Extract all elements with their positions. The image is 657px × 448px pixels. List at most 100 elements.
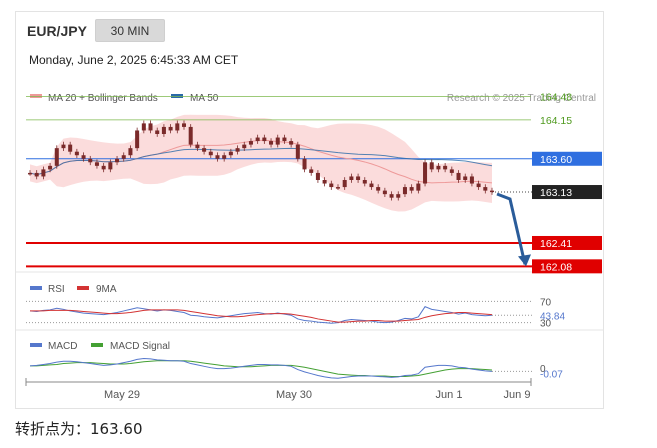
support-label: 162.41 [540,238,572,250]
candle-body [27,172,33,175]
candle-body [248,141,253,145]
candle-body [282,137,287,142]
candle-body [68,144,73,152]
pivot-caption: 转折点为：163.60 [15,420,143,438]
watermark-credit: Research © 2025 Trading Central [447,93,596,104]
legend-rsi-label: RSI [48,284,65,295]
candle-body [94,162,99,166]
candle-body [208,151,213,156]
x-tick-label: Jun 1 [436,389,463,401]
support-label: 162.08 [540,261,572,273]
legend-swatch-ma50 [171,94,183,98]
support-tag [532,259,602,274]
candle-body [215,155,220,159]
candle-body [81,155,86,159]
projection-arrow [496,192,527,265]
candle-body [376,187,381,191]
x-tick-label: May 30 [276,389,312,401]
candle-body [329,183,334,188]
candle-body [128,148,133,156]
candle-body [476,183,481,188]
candle-body [342,180,347,188]
legend-swatch-macd-signal [91,343,103,347]
candle-body [275,137,280,145]
candle-body [409,187,414,191]
candle-body [235,148,240,152]
rsi-level-label: 70 [540,297,552,308]
candle-body [188,126,193,145]
resistance-label: 164.48 [540,91,572,103]
candle-body [61,144,66,149]
candle-body [322,180,327,184]
candle-body [135,130,140,149]
macd-zero-label: 0 [540,364,546,375]
x-tick-label: Jun 9 [504,389,531,401]
candle-body [389,194,394,198]
candle-body [108,162,113,170]
candle-body [423,162,428,184]
candle-body [34,172,39,177]
rsi-ma-line [30,309,493,323]
candle-body [483,187,488,191]
candle-body [309,169,314,173]
candle-body [262,137,267,142]
candle-body [269,141,274,145]
candle-body [436,165,441,170]
candle-body [463,176,468,180]
candle-body [449,169,454,173]
candle-body [443,165,448,170]
candle-body [48,165,53,170]
candle-body [255,137,260,142]
legend-macd-signal-label: MACD Signal [110,341,170,352]
candle-body [469,176,474,184]
candle-body [88,158,93,163]
datetime-label: Monday, June 2, 2025 6:45:33 AM CET [29,53,239,67]
macd-last-value: -0.07 [540,369,563,380]
x-tick-label: May 29 [104,389,140,401]
candle-body [302,158,307,170]
resistance-label: 164.15 [540,115,572,127]
candle-body [295,144,300,159]
legend-ma50-label: MA 50 [190,93,219,104]
candle-body [382,190,387,195]
candle-body [456,172,461,180]
current-price-label: 163.13 [540,187,572,199]
current-price-tag [532,185,602,200]
candle-body [222,155,227,159]
candle-body [161,126,166,134]
candle-body [242,144,247,149]
candle-body [362,180,367,184]
macd-line [29,357,493,379]
support-tag [532,235,602,250]
candle-body [155,130,160,134]
legend-swatch-macd [30,343,42,347]
pivot-label: 163.60 [540,154,572,166]
candle-body [228,151,233,156]
currency-pair-title: EUR/JPY [27,23,87,39]
ma50-line [29,147,493,176]
candle-body [54,148,59,166]
legend-swatch-ma20 [30,94,42,98]
candle-body [202,148,207,152]
rsi-line [29,306,493,324]
candle-body [74,151,79,156]
candle-body [356,176,361,180]
timeframe-button[interactable]: 30 MIN [95,19,165,42]
candle-body [101,165,106,170]
candle-body [289,141,294,145]
legend-rsi-ma-label: 9MA [96,284,117,295]
candle-body [115,158,120,163]
candle-body [181,123,187,127]
candle-body [41,169,46,177]
candle-body [148,123,153,131]
legend-swatch-rsi-ma [77,286,89,290]
candle-body [369,183,374,188]
macd-signal-line [30,360,493,377]
pivot-tag [532,151,602,166]
rsi-last-value: 43.84 [540,311,565,322]
candle-body [121,155,126,159]
legend-ma20-label: MA 20 + Bollinger Bands [48,93,158,104]
rsi-level-label: 30 [540,319,552,330]
candle-body [195,144,200,149]
candle-body [396,194,401,198]
